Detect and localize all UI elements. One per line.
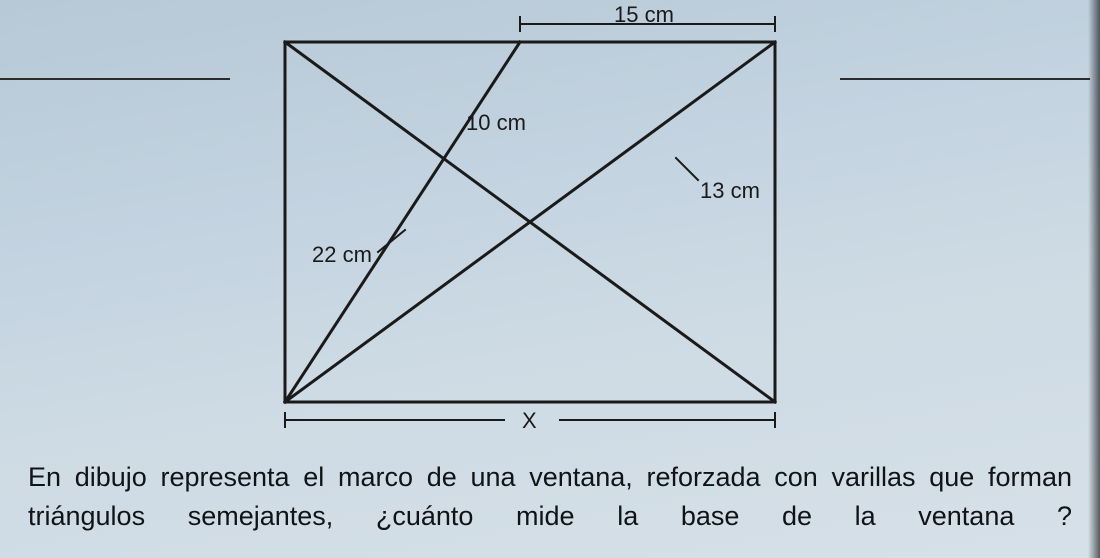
label-22cm: 22 cm [312, 242, 372, 268]
question-text: En dibujo representa el marco de una ven… [28, 458, 1072, 536]
label-15cm: 15 cm [614, 2, 674, 28]
geometry-svg [0, 0, 1100, 440]
page-edge-shadow [1088, 0, 1100, 558]
label-10cm: 10 cm [466, 110, 526, 136]
geometry-figure: 15 cm 10 cm 13 cm 22 cm X [0, 0, 1100, 440]
label-13cm: 13 cm [700, 178, 760, 204]
label-x: X [522, 408, 537, 434]
